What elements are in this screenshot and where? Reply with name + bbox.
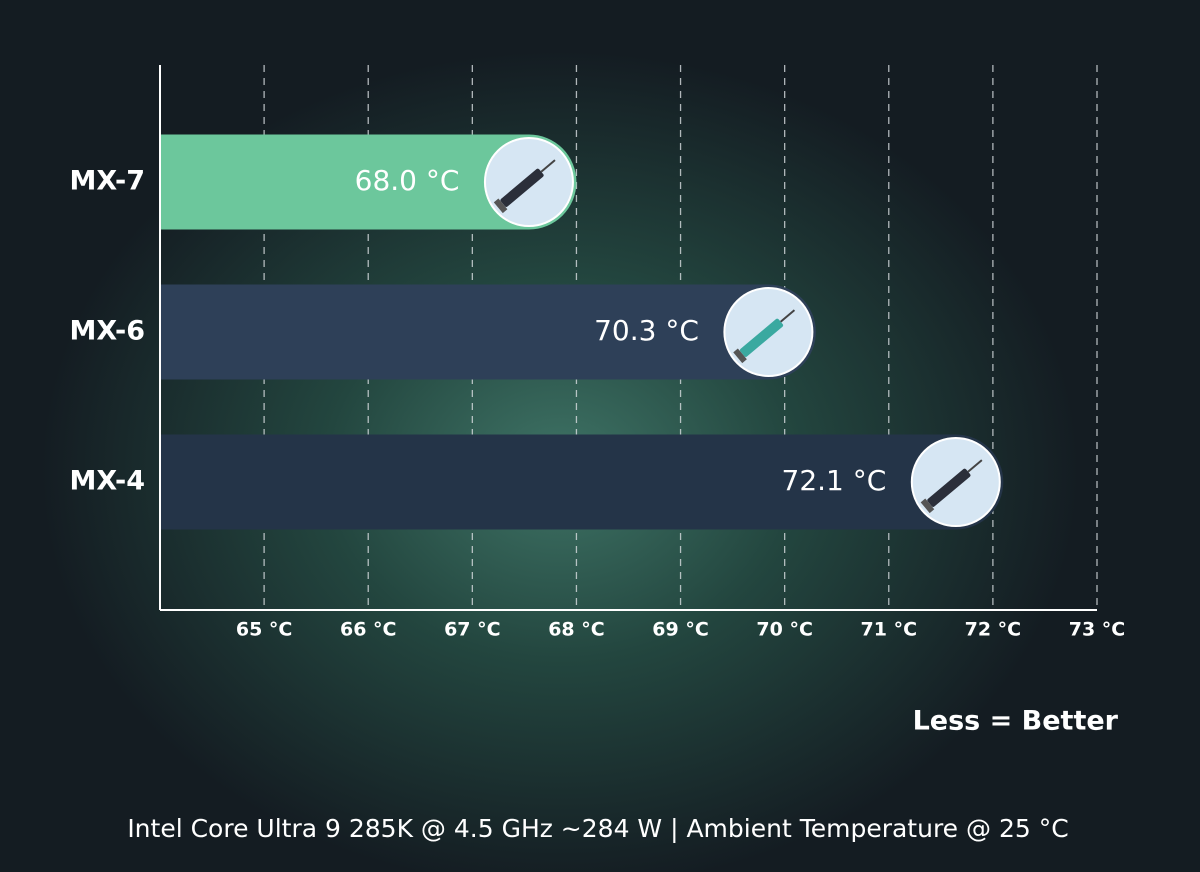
syringe-cap	[493, 198, 508, 214]
syringe-body	[927, 468, 971, 507]
category-label: MX-7	[70, 166, 145, 197]
syringe-icon	[483, 137, 574, 227]
x-tick-label: 70 °C	[756, 619, 813, 641]
syringe	[733, 309, 796, 364]
syringe-icon	[910, 437, 1001, 527]
x-tick-label: 65 °C	[236, 619, 293, 641]
syringe-cap	[733, 348, 747, 364]
syringe-body	[739, 318, 784, 357]
x-tick-label: 67 °C	[444, 619, 501, 641]
syringe-needle	[780, 309, 796, 323]
syringe-body	[500, 168, 544, 207]
category-label: MX-6	[70, 316, 145, 347]
category-label: MX-4	[70, 466, 145, 497]
bar	[160, 434, 1004, 530]
x-tick-label: 72 °C	[965, 619, 1022, 641]
syringe-needle	[967, 459, 983, 473]
bar	[160, 284, 816, 380]
x-tick-label: 68 °C	[548, 619, 605, 641]
x-tick-label: 71 °C	[861, 619, 918, 641]
value-label: 70.3 °C	[594, 314, 699, 347]
x-tick-label: 73 °C	[1069, 619, 1126, 641]
bar	[160, 134, 577, 230]
syringe-cap	[920, 498, 935, 514]
syringe-needle	[540, 159, 556, 173]
footnote: Intel Core Ultra 9 285K @ 4.5 GHz ~284 W…	[127, 814, 1068, 843]
x-tick-label: 66 °C	[340, 619, 397, 641]
annotation: Less = Better	[913, 706, 1119, 737]
syringe	[493, 159, 556, 214]
x-tick-label: 69 °C	[652, 619, 709, 641]
syringe	[920, 459, 983, 514]
value-label: 68.0 °C	[355, 164, 460, 197]
syringe-icon	[723, 287, 814, 377]
value-label: 72.1 °C	[782, 464, 887, 497]
